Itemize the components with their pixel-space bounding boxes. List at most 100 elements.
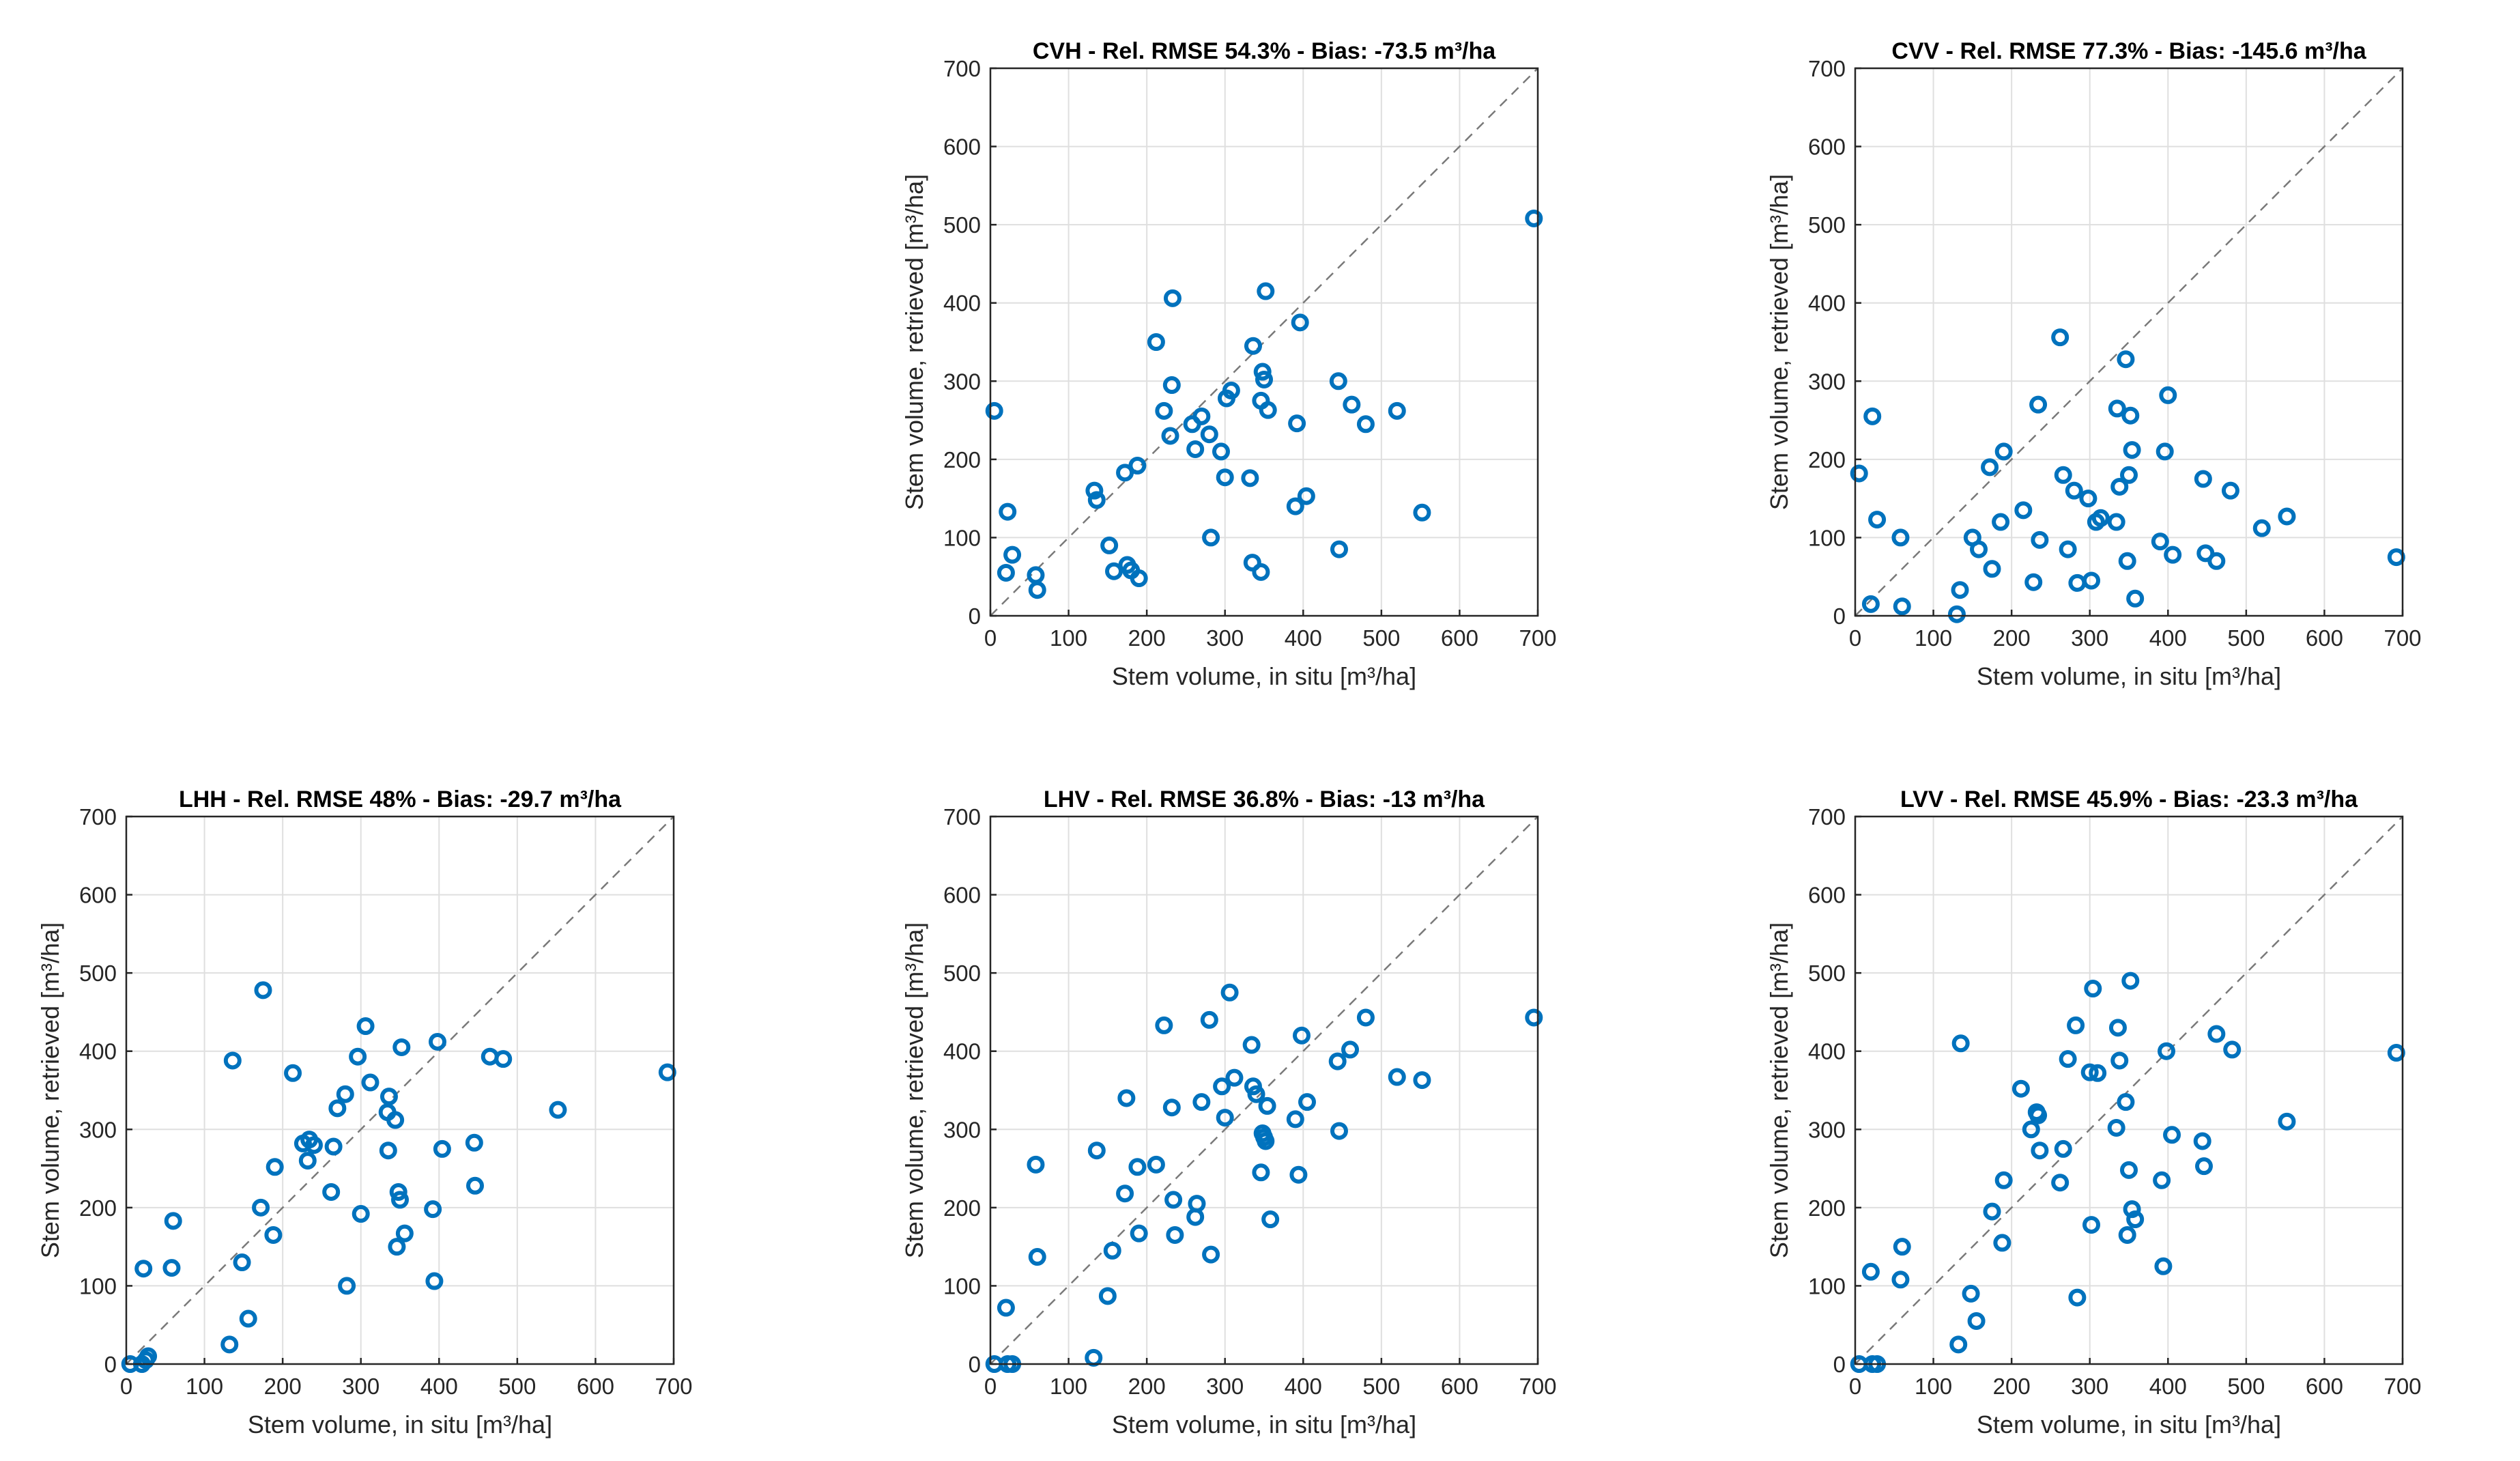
data-point bbox=[2163, 1126, 2181, 1144]
data-point bbox=[1259, 401, 1277, 419]
data-point bbox=[264, 1225, 283, 1244]
y-axis-label: Stem volume, retrieved [m³/ha] bbox=[36, 922, 64, 1258]
data-point bbox=[2193, 1132, 2211, 1150]
y-tick-label: 500 bbox=[943, 212, 981, 238]
y-tick-label: 100 bbox=[943, 1273, 981, 1299]
data-point bbox=[2207, 552, 2226, 570]
data-point bbox=[2156, 442, 2174, 461]
data-point bbox=[2117, 350, 2135, 369]
y-tick-label: 200 bbox=[1808, 1195, 1846, 1221]
data-point bbox=[1330, 1122, 1348, 1140]
data-point bbox=[2108, 1019, 2127, 1037]
data-point bbox=[2117, 1093, 2135, 1111]
data-point bbox=[1200, 1010, 1218, 1029]
data-point bbox=[2110, 1051, 2129, 1070]
data-point bbox=[549, 1101, 567, 1119]
data-point bbox=[2082, 571, 2101, 590]
x-tick-label: 100 bbox=[1915, 1374, 1952, 1399]
x-tick-label: 400 bbox=[2149, 1374, 2187, 1399]
data-point bbox=[1261, 1210, 1280, 1229]
data-point bbox=[391, 1191, 409, 1209]
data-point bbox=[395, 1224, 414, 1243]
x-tick-label: 700 bbox=[1519, 1374, 1556, 1399]
data-point bbox=[164, 1212, 182, 1230]
panel-title: LVV - Rel. RMSE 45.9% - Bias: -23.3 m³/h… bbox=[1900, 786, 2358, 812]
panel-lhh: 00 100 100 200 200 300 300 400 400 500 500 600 600 70… bbox=[36, 786, 693, 1438]
data-point bbox=[1850, 464, 1868, 483]
data-point bbox=[392, 1038, 411, 1056]
data-point bbox=[2089, 1064, 2107, 1082]
data-point bbox=[1212, 442, 1230, 461]
data-point bbox=[2151, 533, 2169, 551]
x-axis-label: Stem volume, in situ [m³/ha] bbox=[248, 1410, 552, 1438]
data-point bbox=[2278, 1112, 2296, 1131]
data-point bbox=[1330, 540, 1348, 558]
y-tick-label: 500 bbox=[1808, 212, 1846, 238]
y-tick-label: 200 bbox=[79, 1195, 117, 1221]
data-point bbox=[2123, 441, 2141, 459]
data-point bbox=[1994, 1171, 2013, 1189]
data-point bbox=[1100, 536, 1119, 554]
data-point bbox=[2029, 395, 2048, 414]
y-tick-label: 400 bbox=[943, 291, 981, 316]
data-point bbox=[1105, 562, 1123, 580]
data-point bbox=[356, 1017, 375, 1036]
y-tick-label: 200 bbox=[943, 1195, 981, 1221]
x-tick-label: 600 bbox=[577, 1374, 614, 1399]
panel-title: LHV - Rel. RMSE 36.8% - Bias: -13 m³/ha bbox=[1044, 786, 1485, 812]
data-point bbox=[134, 1260, 153, 1278]
data-point bbox=[1257, 1132, 1275, 1150]
data-point bbox=[2022, 1120, 2040, 1139]
data-point bbox=[985, 401, 1003, 420]
data-point bbox=[1085, 481, 1104, 500]
data-point bbox=[349, 1047, 367, 1066]
y-tick-label: 500 bbox=[79, 961, 117, 986]
data-point bbox=[324, 1137, 343, 1156]
x-tick-label: 0 bbox=[984, 625, 997, 651]
data-point bbox=[1291, 313, 1309, 332]
data-point bbox=[1413, 503, 1431, 522]
data-point bbox=[2118, 1225, 2136, 1244]
data-point bbox=[2120, 466, 2138, 484]
y-tick-label: 600 bbox=[1808, 134, 1846, 160]
x-tick-label: 600 bbox=[1441, 1374, 1478, 1399]
data-point bbox=[2207, 1025, 2226, 1043]
data-point bbox=[1103, 1241, 1121, 1260]
y-tick-label: 700 bbox=[79, 804, 117, 829]
data-point bbox=[999, 502, 1017, 521]
x-tick-label: 300 bbox=[2071, 625, 2108, 651]
panel-lvv: 00 100 100 200 200 300 300 400 400 500 500 600 600 70… bbox=[1765, 786, 2422, 1438]
data-point bbox=[494, 1050, 513, 1068]
data-point bbox=[1147, 333, 1165, 351]
data-point bbox=[1130, 1224, 1148, 1243]
data-point bbox=[2091, 509, 2110, 527]
x-tick-label: 200 bbox=[1993, 625, 2031, 651]
y-tick-label: 500 bbox=[1808, 961, 1846, 986]
axes-frame bbox=[125, 815, 675, 1365]
y-tick-label: 300 bbox=[79, 1117, 117, 1142]
data-point bbox=[328, 1099, 347, 1118]
y-tick-label: 0 bbox=[969, 604, 981, 629]
panel-title: CVH - Rel. RMSE 54.3% - Bias: -73.5 m³/h… bbox=[1033, 38, 1496, 64]
data-point bbox=[1863, 407, 1882, 425]
x-tick-label: 300 bbox=[1206, 1374, 1244, 1399]
data-point bbox=[2164, 545, 2182, 564]
data-point bbox=[2029, 1106, 2048, 1124]
x-axis-label: Stem volume, in situ [m³/ha] bbox=[1977, 1410, 2281, 1438]
data-point bbox=[1525, 1008, 1543, 1027]
data-point bbox=[2110, 477, 2129, 496]
data-point bbox=[1225, 1068, 1244, 1087]
x-tick-label: 400 bbox=[1285, 1374, 1322, 1399]
data-point bbox=[1117, 1089, 1136, 1107]
data-point bbox=[2054, 1139, 2072, 1158]
x-tick-label: 500 bbox=[2227, 625, 2265, 651]
y-axis-label: Stem volume, retrieved [m³/ha] bbox=[900, 922, 928, 1258]
x-tick-label: 400 bbox=[2149, 625, 2187, 651]
x-tick-label: 400 bbox=[420, 1374, 458, 1399]
data-point bbox=[1329, 372, 1347, 391]
data-point bbox=[1202, 528, 1220, 547]
x-tick-label: 600 bbox=[2306, 1374, 2343, 1399]
data-point bbox=[1288, 414, 1306, 433]
data-point bbox=[1162, 1098, 1181, 1117]
data-point bbox=[1289, 1165, 1308, 1184]
